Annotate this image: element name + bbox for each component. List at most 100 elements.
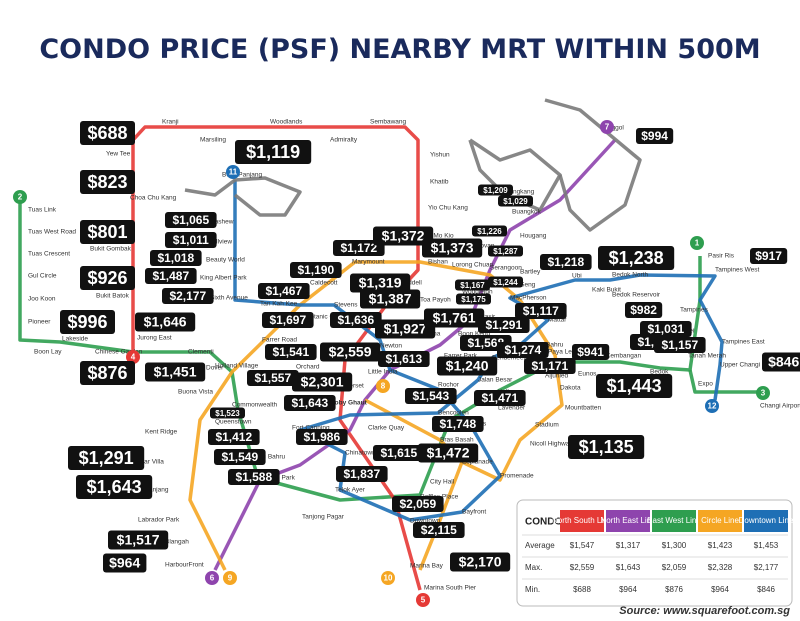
- line-header-cell: [698, 510, 742, 532]
- station-name: Nicoll Highway: [530, 441, 573, 448]
- station-name: Kent Ridge: [145, 429, 178, 436]
- price-tag: $1,387: [369, 291, 412, 307]
- price-tag: $1,373: [431, 240, 474, 256]
- price-tag-box: [750, 248, 788, 264]
- price-tag-box: [350, 273, 411, 293]
- station-name: Beauty World: [206, 257, 245, 264]
- station-name: Gul Circle: [28, 273, 57, 280]
- line-badge: [690, 236, 704, 250]
- price-tag: $2,170: [459, 554, 502, 570]
- line-badge: [705, 399, 719, 413]
- price-tag: $1,011: [173, 233, 209, 247]
- price-tag-box: [165, 212, 217, 228]
- station-name: Farrer Park: [444, 353, 478, 360]
- price-tag: $1,541: [272, 345, 309, 359]
- station-name: Woodlands: [270, 119, 303, 126]
- line-badge: [381, 571, 395, 585]
- price-tag-box: [165, 232, 217, 248]
- price-tag-box: [654, 337, 706, 353]
- price-tag: $1,209: [483, 186, 508, 195]
- table-value: $964: [711, 585, 729, 594]
- line-header-cell: [560, 510, 604, 532]
- station-name: King Albert Park: [200, 275, 247, 282]
- line-badge-label: 5: [421, 596, 426, 605]
- station-name: Bartley: [520, 269, 541, 276]
- price-tag-box: [135, 312, 196, 332]
- price-tag-box: [76, 475, 153, 499]
- price-tag: $1,172: [340, 241, 377, 255]
- station-name: Marymount: [352, 259, 385, 266]
- station-name: Farrer Road: [262, 337, 297, 344]
- line-header: Circle Line: [701, 516, 739, 525]
- price-tag: $1,218: [547, 255, 584, 269]
- station-name: Yew Tee: [106, 151, 131, 158]
- line-header-cell: [652, 510, 696, 532]
- line-badge-label: 4: [131, 353, 136, 362]
- station-name: City Hall: [430, 479, 455, 486]
- table-value: $1,547: [570, 541, 595, 550]
- price-tag-box: [103, 553, 147, 573]
- station-name: Telok Blangah: [148, 539, 189, 546]
- price-tag: $1,837: [343, 467, 380, 481]
- price-tag-box: [437, 356, 498, 376]
- station-name: Dhoby Ghaut: [326, 400, 368, 407]
- station-name: Bencoolen: [438, 410, 469, 417]
- station-name: Pasir Ris: [708, 253, 735, 260]
- line-badge-label: 1: [695, 239, 700, 248]
- station-name: Buona Vista: [178, 389, 213, 396]
- price-tag-box: [235, 140, 312, 164]
- station-name: Telok Ayer: [335, 487, 366, 494]
- price-tag-box: [455, 279, 490, 291]
- station-name: Changi Airport: [760, 403, 800, 410]
- price-tag: $1,319: [359, 275, 402, 291]
- price-tag: $1,372: [382, 228, 425, 244]
- station-name: Toa Payoh: [420, 297, 451, 304]
- station-name: Admiralty: [330, 137, 358, 144]
- station-name: Sembawang: [370, 119, 407, 126]
- price-tag-box: [284, 395, 336, 411]
- price-tag: $688: [87, 123, 127, 143]
- table-value: $2,177: [754, 563, 779, 572]
- price-tag-box: [422, 238, 483, 258]
- price-tag-box: [80, 266, 135, 290]
- price-tag: $1,291: [485, 318, 522, 332]
- price-tag-box: [296, 429, 348, 445]
- price-tag: $1,240: [446, 358, 489, 374]
- price-tag: $926: [87, 268, 127, 288]
- row-label: Max.: [525, 563, 542, 572]
- price-tag: $2,059: [399, 497, 436, 511]
- price-tag: $1,274: [504, 343, 541, 357]
- station-name: Esplanade: [462, 459, 493, 466]
- station-name: Pioneer: [28, 319, 51, 326]
- price-tag: $1,157: [661, 338, 698, 352]
- line-badge-label: 12: [708, 402, 717, 411]
- table-value: $846: [757, 585, 775, 594]
- title: CONDO PRICE (PSF) NEARBY MRT WITHIN 500M: [39, 34, 760, 65]
- station-name: Bedok: [650, 369, 669, 376]
- station-name: Tampines West: [715, 267, 760, 274]
- station-name: Paya Lebar: [548, 349, 582, 356]
- price-tag-box: [108, 530, 169, 550]
- station-name: Tan Kah Kee: [260, 301, 298, 308]
- station-name: Holland Village: [215, 363, 259, 370]
- price-tag: $2,559: [329, 344, 372, 360]
- price-tag-box: [498, 195, 533, 207]
- price-tag: $1,018: [157, 251, 194, 265]
- price-tag: $1,588: [235, 470, 272, 484]
- price-tag-box: [290, 262, 342, 278]
- station-name: HarbourFront: [165, 562, 204, 569]
- station-name: Boon Lay: [34, 349, 62, 356]
- price-tag: $1,487: [152, 269, 189, 283]
- price-tag: $1,646: [144, 314, 187, 330]
- table-value: $876: [665, 585, 683, 594]
- price-tag-box: [456, 293, 491, 305]
- sengkang-lrt: [468, 138, 562, 212]
- station-name: Tuas West Road: [28, 229, 76, 236]
- line-badge-label: 7: [605, 123, 610, 132]
- table-value: $2,559: [570, 563, 595, 572]
- station-name: Haw Par Villa: [125, 459, 164, 466]
- line-badge-label: 3: [761, 389, 766, 398]
- price-tag-box: [636, 128, 674, 144]
- price-tag: $1,636: [337, 313, 374, 327]
- station-name: Jurong East: [137, 335, 172, 342]
